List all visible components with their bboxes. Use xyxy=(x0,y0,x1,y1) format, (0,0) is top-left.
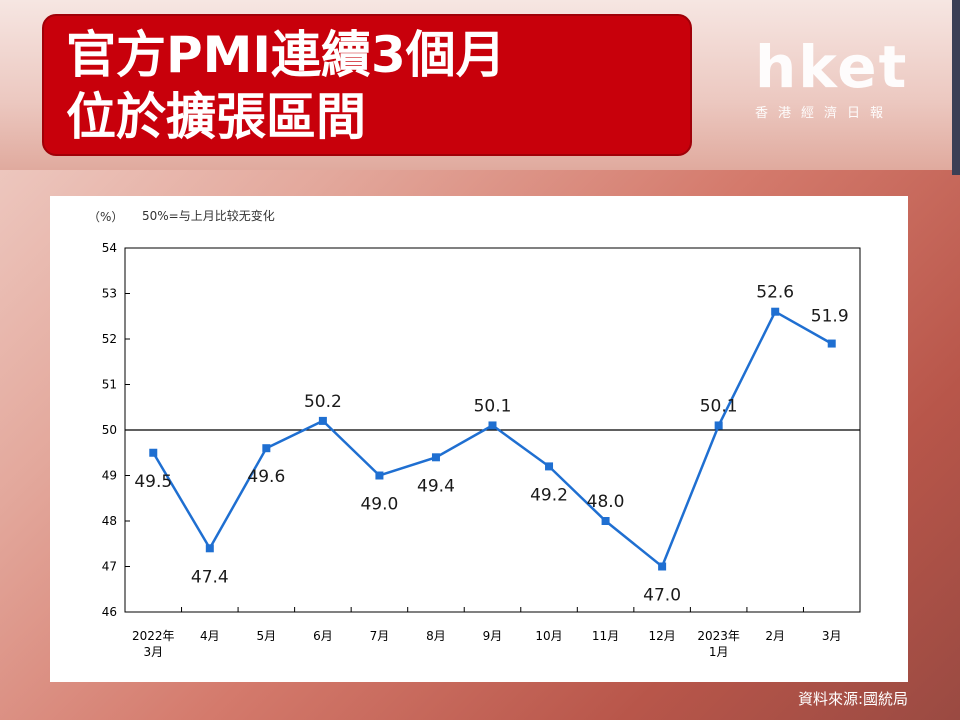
x-tick-label: 9月 xyxy=(483,629,503,643)
data-label: 49.5 xyxy=(134,472,172,492)
data-label: 49.0 xyxy=(360,495,398,515)
x-tick-label: 12月 xyxy=(648,629,675,643)
data-point xyxy=(205,544,214,553)
data-label: 52.6 xyxy=(756,283,794,303)
data-point xyxy=(545,462,554,471)
data-point xyxy=(149,448,158,457)
data-label: 49.4 xyxy=(417,476,455,496)
x-tick-label: 6月 xyxy=(313,629,333,643)
logo-subtitle: 香港經濟日報 xyxy=(755,106,894,121)
y-tick-label: 46 xyxy=(102,605,117,619)
data-label: 49.6 xyxy=(247,467,285,487)
y-tick-label: 50 xyxy=(102,423,117,437)
y-unit-label: （%） xyxy=(88,210,123,224)
x-tick-label: 2月 xyxy=(765,629,785,643)
data-label: 50.1 xyxy=(700,396,738,416)
pmi-line-chart: （%） 50%=与上月比较无变化 54 53 52 51 50 49 48 47 46 2022年… xyxy=(88,208,861,659)
data-label: 47.0 xyxy=(643,586,681,606)
edge-strip xyxy=(952,0,960,175)
series-line xyxy=(152,309,833,569)
x-tick-label: 2023年 1月 xyxy=(697,629,740,659)
chart-panel: （%） 50%=与上月比较无变化 54 53 52 51 50 49 48 47 46 2022年… xyxy=(50,196,908,682)
title-box: 官方PMI連續3個月 位於擴張區間 xyxy=(42,14,692,156)
data-point xyxy=(262,444,271,453)
y-tick-label: 52 xyxy=(102,332,117,346)
x-tick-label: 11月 xyxy=(592,629,619,643)
data-point xyxy=(771,307,780,316)
title-line-2: 位於擴張區間 xyxy=(66,88,366,146)
title-line-1: 官方PMI連續3個月 xyxy=(66,26,506,84)
y-tick-label: 54 xyxy=(102,241,117,255)
hket-logo: hket 香港經濟日報 xyxy=(755,36,915,126)
y-tick-label: 53 xyxy=(102,287,117,301)
data-point xyxy=(658,562,667,571)
y-tick-label: 47 xyxy=(102,560,117,574)
data-label: 50.2 xyxy=(304,392,342,412)
data-point xyxy=(827,339,836,348)
y-tick-label: 49 xyxy=(102,469,117,483)
data-point xyxy=(318,416,327,425)
chart-note: 50%=与上月比较无变化 xyxy=(142,208,275,223)
x-tick-label: 7月 xyxy=(370,629,390,643)
data-label: 48.0 xyxy=(587,492,625,512)
x-tick-label: 3月 xyxy=(822,629,842,643)
data-point xyxy=(375,471,384,480)
logo-wordmark: hket xyxy=(755,33,909,101)
data-point xyxy=(601,517,610,525)
x-tick-label: 10月 xyxy=(535,629,562,643)
data-label: 51.9 xyxy=(811,307,849,327)
x-tick-label: 8月 xyxy=(426,629,446,643)
x-tick-label: 4月 xyxy=(200,629,220,643)
data-label: 47.4 xyxy=(191,567,229,587)
source-note: 資料來源:國統局 xyxy=(797,690,908,708)
data-point xyxy=(714,421,723,430)
y-tick-label: 51 xyxy=(102,378,117,392)
x-tick-label: 5月 xyxy=(257,629,277,643)
y-tick-label: 48 xyxy=(102,514,117,528)
data-label: 50.1 xyxy=(474,396,512,416)
x-tick-label: 2022年 3月 xyxy=(132,629,175,659)
data-point xyxy=(488,421,497,430)
data-point xyxy=(431,453,440,462)
data-label: 49.2 xyxy=(530,485,568,505)
